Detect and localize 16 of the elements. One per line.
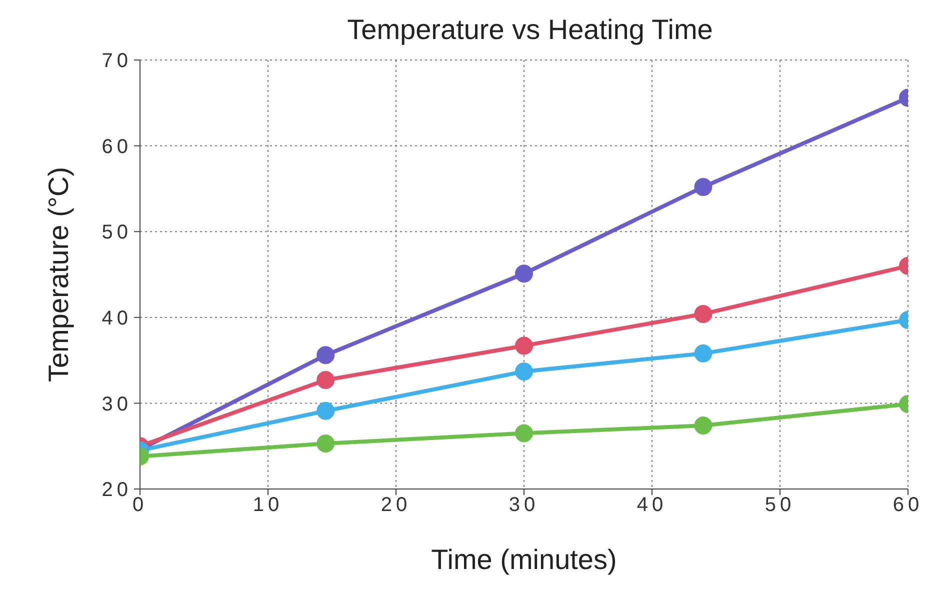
y-axis-title: Temperature (°C) [42, 166, 74, 382]
x-tick-label: 40 [636, 494, 668, 516]
x-tick-label: 0 [132, 494, 148, 516]
y-tick-label: 70 [102, 50, 132, 72]
y-tick-label: 20 [102, 479, 132, 502]
x-tick-label: 30 [508, 494, 540, 516]
x-axis-title: Time (minutes) [431, 544, 617, 575]
x-tick-label: 60 [892, 494, 924, 516]
y-tick-label: 60 [102, 136, 132, 158]
y-tick-label: 40 [102, 308, 132, 330]
x-tick-label: 10 [252, 494, 284, 516]
y-tick-label: 50 [102, 222, 132, 244]
chart-title: Temperature vs Heating Time [346, 14, 714, 46]
y-tick-label: 30 [102, 393, 132, 416]
x-tick-label: 50 [764, 494, 796, 516]
x-tick-label: 20 [380, 494, 412, 516]
